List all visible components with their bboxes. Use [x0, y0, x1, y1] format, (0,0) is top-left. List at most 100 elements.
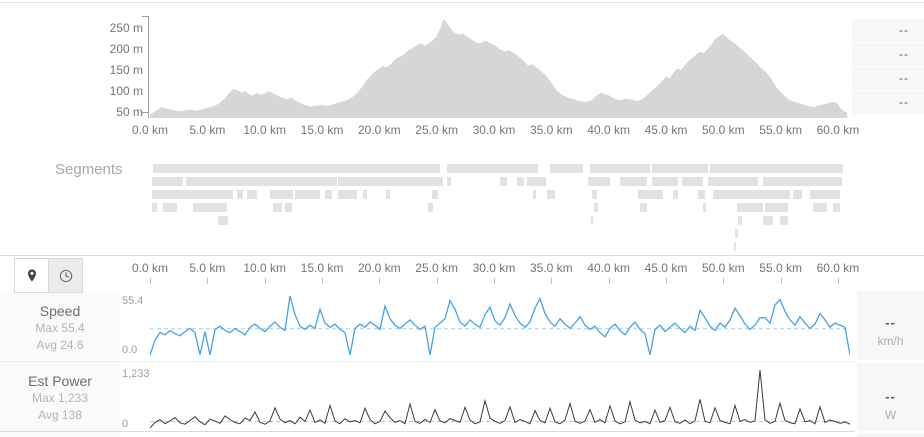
- segment-bar[interactable]: [591, 216, 594, 225]
- segment-bar[interactable]: [737, 216, 743, 225]
- x-tick-label: 10.0 km: [243, 261, 286, 275]
- segment-bar[interactable]: [620, 177, 648, 186]
- segment-bar[interactable]: [152, 177, 184, 186]
- stat-value: --: [899, 95, 909, 109]
- tab-time-mode[interactable]: [48, 259, 82, 292]
- segment-bar[interactable]: [709, 164, 843, 173]
- x-tick-label: 0.0 km: [131, 261, 168, 275]
- power-value-panel: -- W: [857, 363, 924, 431]
- segment-bar[interactable]: [592, 190, 597, 199]
- power-unit: W: [884, 408, 897, 422]
- elevation-axis-top-tick: [142, 16, 148, 17]
- segment-bar[interactable]: [707, 177, 758, 186]
- segment-bar[interactable]: [780, 216, 789, 225]
- x-tick-label: 5.0 km: [189, 261, 226, 275]
- segment-bar[interactable]: [809, 190, 841, 199]
- segment-bar[interactable]: [236, 190, 244, 199]
- segment-bar[interactable]: [362, 190, 368, 199]
- x-tick-label: 50.0 km: [701, 261, 745, 275]
- speed-max-label: Max 55.4: [35, 321, 85, 335]
- stat-value: --: [899, 71, 909, 85]
- segment-bar[interactable]: [193, 203, 227, 212]
- elevation-area-chart[interactable]: [150, 15, 850, 118]
- x-tick-label: 15.0 km: [300, 261, 344, 275]
- segment-bar[interactable]: [651, 177, 679, 186]
- segment-bar[interactable]: [432, 190, 439, 199]
- y-tick-label: 50 m: [116, 105, 143, 119]
- segment-bar[interactable]: [446, 177, 452, 186]
- segment-bar[interactable]: [272, 203, 282, 212]
- y-tick-label: 150 m: [109, 63, 143, 77]
- segment-bar[interactable]: [247, 190, 258, 199]
- stat-row: --: [852, 67, 924, 90]
- segment-bar[interactable]: [737, 203, 764, 212]
- segment-bar[interactable]: [733, 242, 736, 251]
- segment-bar[interactable]: [673, 190, 679, 199]
- segment-bar[interactable]: [532, 190, 536, 199]
- speed-line-chart[interactable]: [150, 296, 850, 355]
- speed-value-panel: -- km/h: [857, 291, 924, 360]
- chart-mode-tabs: [14, 258, 83, 293]
- segment-bar[interactable]: [702, 203, 706, 212]
- segment-bar[interactable]: [587, 177, 610, 186]
- segment-bar[interactable]: [682, 177, 704, 186]
- segment-bar[interactable]: [697, 190, 705, 199]
- segment-bar[interactable]: [764, 203, 788, 212]
- x-tick-mark: [551, 278, 553, 284]
- segment-bar[interactable]: [338, 190, 358, 199]
- segment-bar[interactable]: [324, 190, 332, 199]
- power-max-label: Max 1,233: [31, 391, 89, 405]
- segment-bar[interactable]: [762, 177, 843, 186]
- x-tick-label: 20.0 km: [357, 123, 401, 137]
- segment-bar[interactable]: [735, 229, 738, 238]
- bottom-panel-divider: [0, 255, 924, 256]
- segment-bar[interactable]: [284, 203, 293, 212]
- segment-bar[interactable]: [427, 203, 433, 212]
- top-divider: [0, 2, 924, 3]
- tab-distance-mode[interactable]: [15, 259, 48, 292]
- map-pin-icon: [27, 268, 36, 282]
- x-tick-mark: [608, 278, 610, 284]
- segment-bar[interactable]: [152, 203, 158, 212]
- stat-row: --: [852, 91, 924, 114]
- segment-bar[interactable]: [217, 216, 228, 225]
- segment-bar[interactable]: [446, 164, 538, 173]
- segment-bar[interactable]: [637, 190, 663, 199]
- segment-bar[interactable]: [386, 190, 391, 199]
- segment-bar[interactable]: [651, 164, 708, 173]
- segment-bar[interactable]: [833, 203, 841, 212]
- segment-bar[interactable]: [338, 177, 444, 186]
- segment-bar[interactable]: [713, 190, 791, 199]
- x-tick-mark: [665, 278, 667, 284]
- segment-bar[interactable]: [295, 190, 320, 199]
- segment-bar[interactable]: [162, 203, 178, 212]
- segment-bar[interactable]: [792, 190, 803, 199]
- speed-label: Speed: [39, 303, 81, 319]
- segment-bar[interactable]: [589, 164, 650, 173]
- x-tick-label: 40.0 km: [587, 123, 630, 137]
- x-tick-label: 60.0 km: [816, 261, 860, 275]
- segment-bar[interactable]: [549, 164, 583, 173]
- power-label: Est Power: [28, 373, 92, 389]
- segment-bar[interactable]: [594, 203, 599, 212]
- segment-bar[interactable]: [546, 190, 555, 199]
- power-avg-label: Avg 138: [38, 408, 82, 422]
- segment-bar[interactable]: [152, 164, 440, 173]
- segments-label: Segments: [55, 161, 123, 178]
- x-tick-label: 10.0 km: [243, 123, 286, 137]
- segment-bar[interactable]: [269, 190, 294, 199]
- x-tick-mark: [493, 278, 495, 284]
- segment-bar[interactable]: [527, 177, 546, 186]
- speed-ymax-label: 55.4: [122, 295, 144, 307]
- segment-bar[interactable]: [152, 190, 234, 199]
- x-tick-label: 0.0 km: [131, 123, 168, 137]
- segment-bar[interactable]: [185, 177, 337, 186]
- x-tick-label: 40.0 km: [587, 261, 630, 275]
- elevation-axis-line: [148, 16, 149, 118]
- segment-bar[interactable]: [639, 203, 648, 212]
- power-line-chart[interactable]: [150, 370, 850, 428]
- segment-bar[interactable]: [812, 203, 828, 212]
- segment-bar[interactable]: [517, 177, 524, 186]
- segment-bar[interactable]: [499, 177, 508, 186]
- segment-bar[interactable]: [762, 216, 773, 225]
